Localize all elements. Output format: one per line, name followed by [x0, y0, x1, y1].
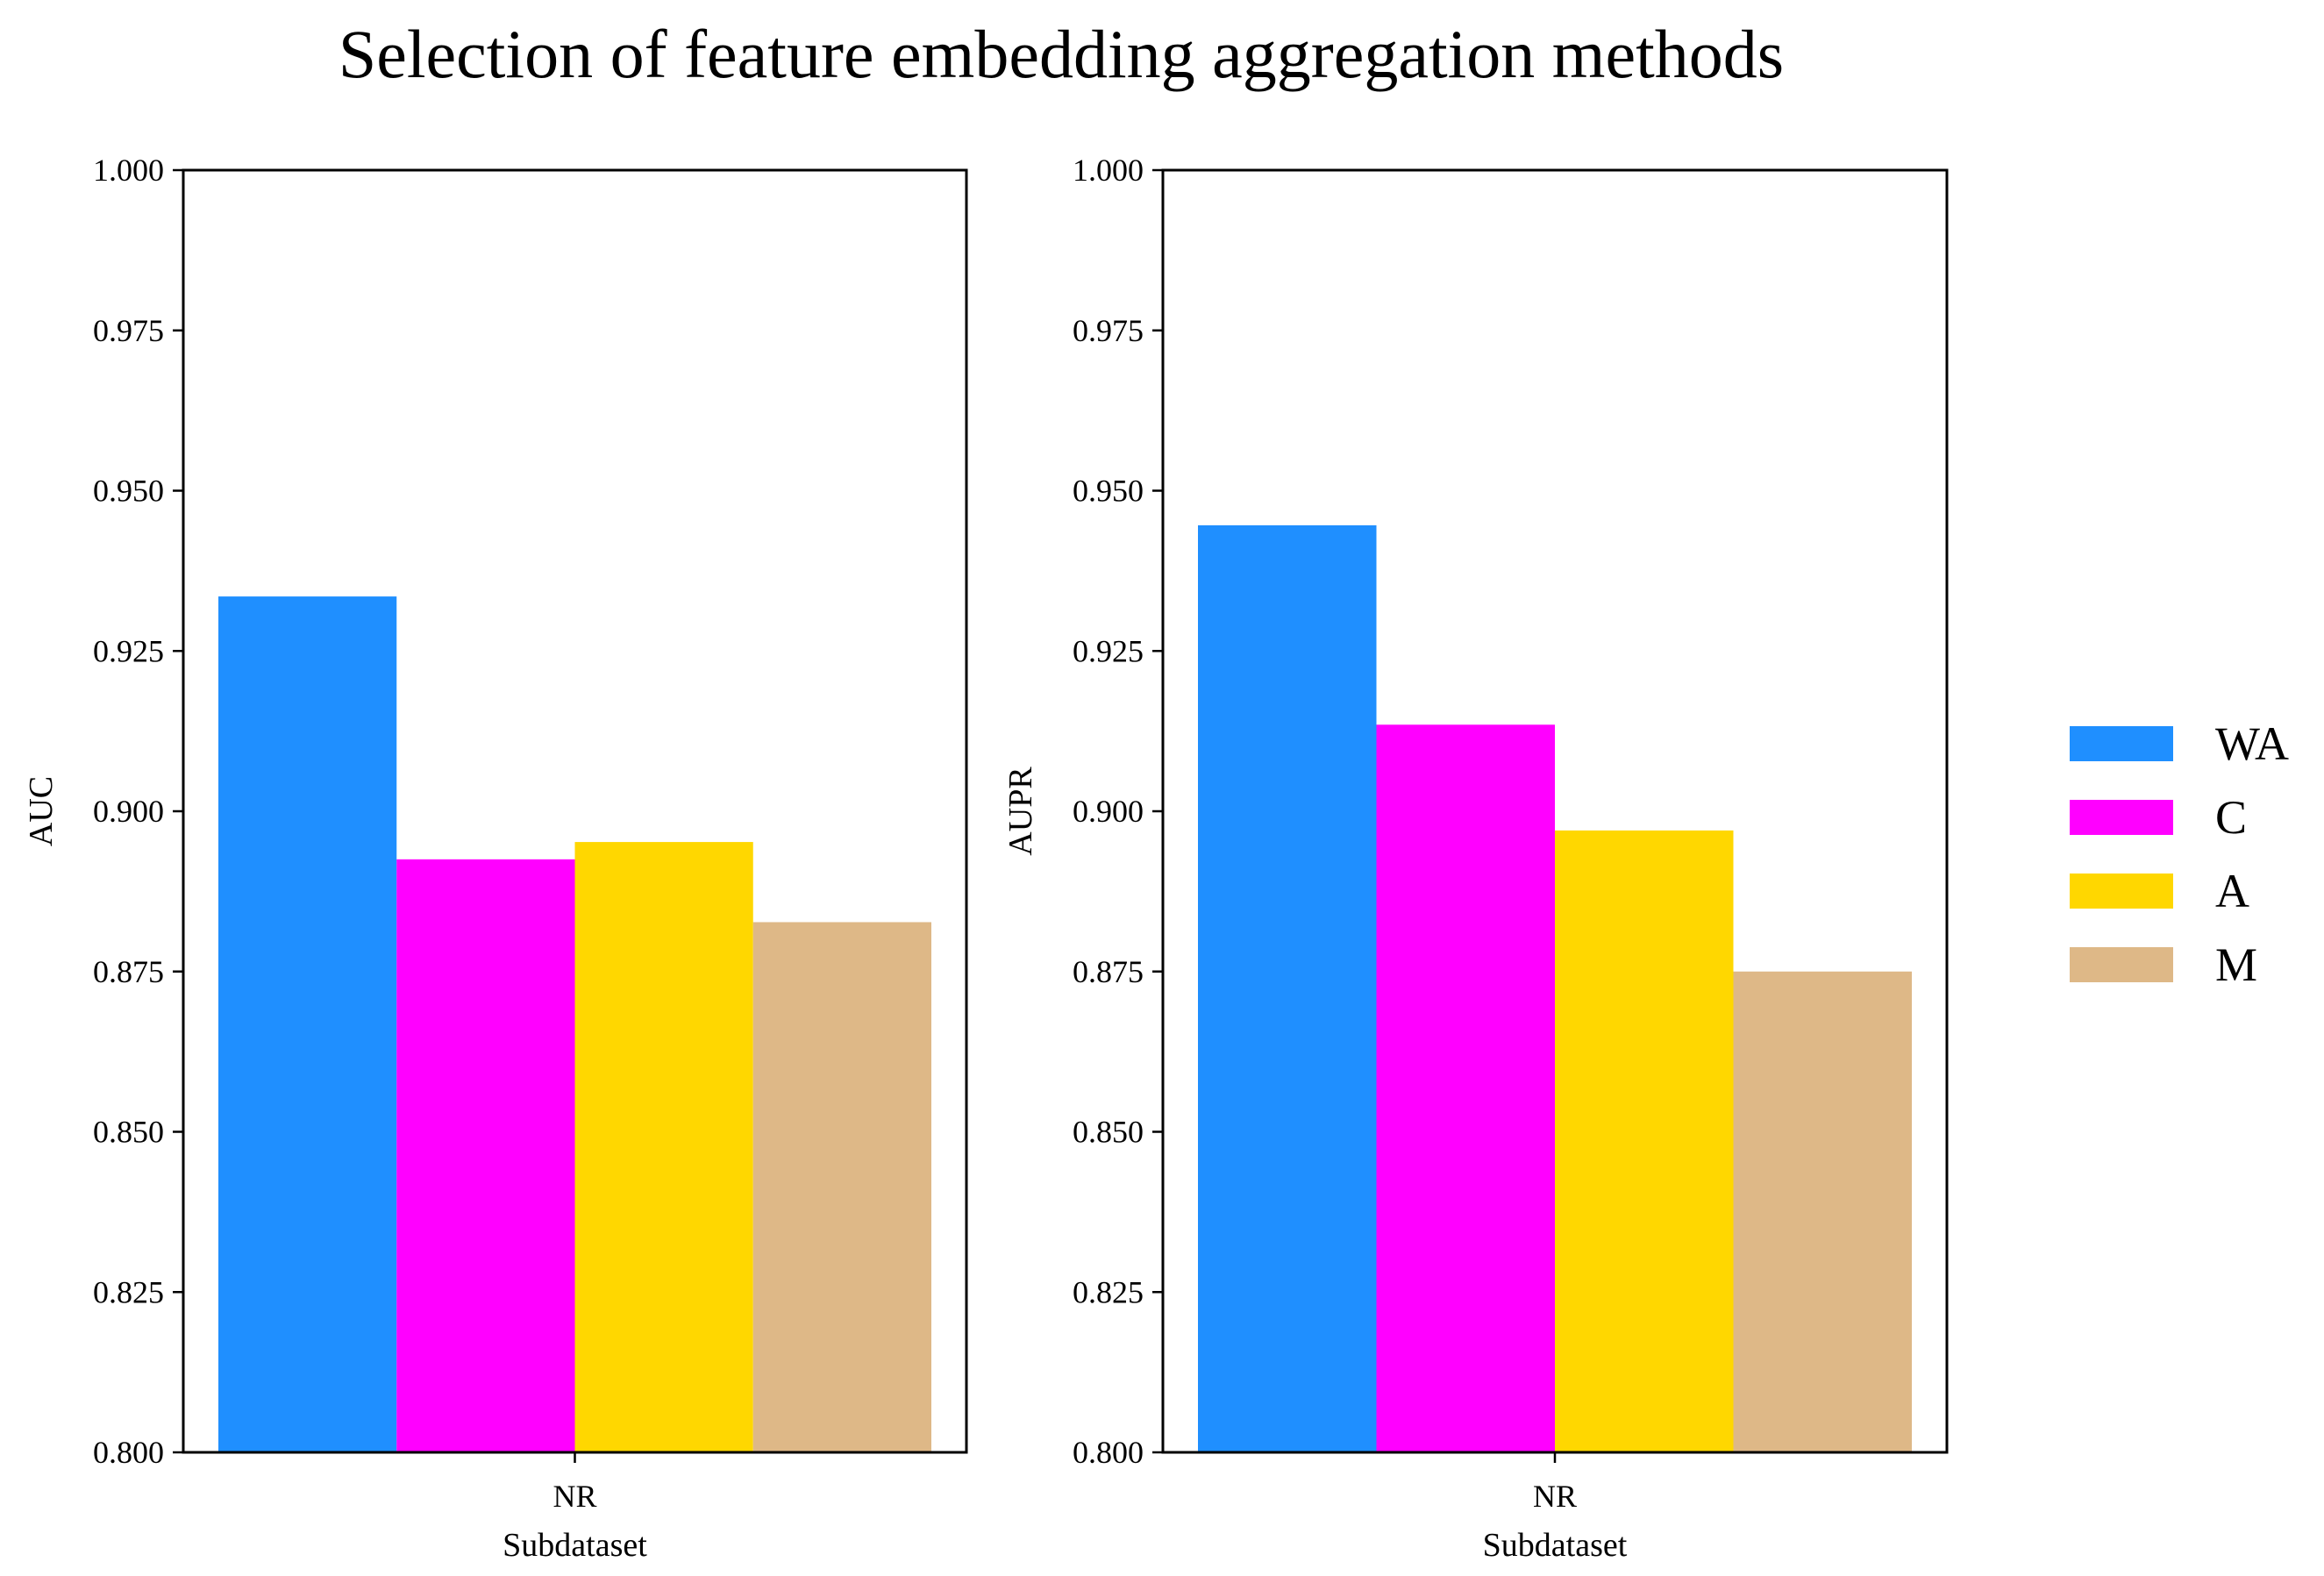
subplot-2-ytick-label-2: 0.850 [1073, 1115, 1144, 1150]
legend-swatch-a [2070, 874, 2173, 909]
subplot-1-ytick-label-7: 0.975 [93, 313, 164, 348]
legend-swatch-m [2070, 947, 2173, 982]
subplot-1-y-axis-label: AUC [23, 776, 60, 846]
subplot-1-ytick-label-4: 0.900 [93, 794, 164, 829]
subplot-2-ytick-label-7: 0.975 [1073, 313, 1144, 348]
subplot-2-xtick-label-0: NR [1533, 1479, 1577, 1514]
subplot-1-ytick-label-5: 0.925 [93, 633, 164, 668]
subplot-1-ytick-label-3: 0.875 [93, 954, 164, 989]
subplot-2-bar-c [1376, 724, 1555, 1452]
chart-title: Selection of feature embedding aggregati… [338, 16, 1785, 92]
subplot-1-x-axis-label: Subdataset [503, 1527, 647, 1564]
subplot-1-ytick-label-0: 0.800 [93, 1435, 164, 1470]
subplot-1-bar-m [752, 922, 931, 1452]
subplot-1-ytick-label-6: 0.950 [93, 474, 164, 509]
subplot-2-ytick-label-3: 0.875 [1073, 954, 1144, 989]
subplot-2-bar-wa [1198, 524, 1377, 1452]
subplot-1-xtick-label-0: NR [552, 1479, 596, 1514]
legend-swatch-c [2070, 800, 2173, 835]
subplot-2-bar-m [1733, 971, 1912, 1452]
subplot-2-ytick-label-5: 0.925 [1073, 633, 1144, 668]
subplot-2-y-axis-label: AUPR [1002, 767, 1039, 856]
subplot-1-bar-wa [218, 596, 397, 1452]
subplot-1-ytick-label-1: 0.825 [93, 1274, 164, 1309]
legend-label-m: M [2215, 938, 2257, 991]
subplot-2-bar-a [1555, 830, 1734, 1452]
subplot-1-ytick-label-8: 1.000 [93, 153, 164, 188]
subplot-2-ytick-label-8: 1.000 [1073, 153, 1144, 188]
legend-swatch-wa [2070, 726, 2173, 761]
subplot-1-ytick-label-2: 0.850 [93, 1115, 164, 1150]
legend-label-wa: WA [2215, 717, 2289, 770]
subplot-2-ytick-label-0: 0.800 [1073, 1435, 1144, 1470]
legend-label-a: A [2215, 865, 2249, 917]
legend-label-c: C [2215, 791, 2247, 844]
subplot-2-ytick-label-6: 0.950 [1073, 474, 1144, 509]
subplot-2-ytick-label-4: 0.900 [1073, 794, 1144, 829]
subplot-2-ytick-label-1: 0.825 [1073, 1274, 1144, 1309]
subplot-1-bar-a [574, 842, 753, 1452]
subplot-1-bar-c [396, 859, 575, 1452]
subplot-2-x-axis-label: Subdataset [1483, 1527, 1628, 1564]
